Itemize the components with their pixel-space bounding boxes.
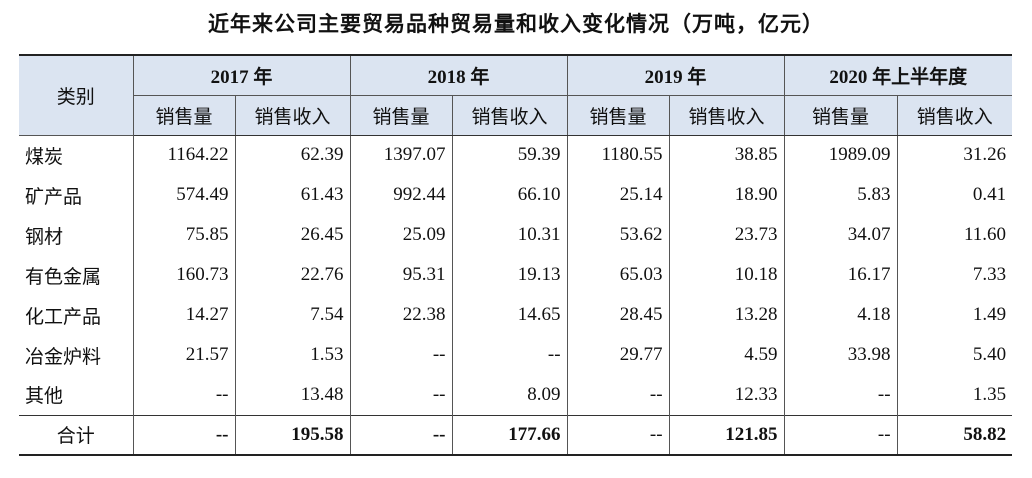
- cell-volume: 22.38: [349, 295, 453, 335]
- header-year-2020h1: 2020 年上半年度: [783, 55, 1013, 96]
- cell-volume: --: [566, 375, 670, 415]
- cell-volume: 28.45: [566, 295, 670, 335]
- cell-revenue: 4.59: [668, 335, 785, 375]
- cell-volume: 65.03: [566, 255, 670, 295]
- cell-volume: 1180.55: [566, 135, 670, 175]
- cell-revenue: 38.85: [668, 135, 785, 175]
- header-revenue: 销售收入: [668, 95, 785, 136]
- header-volume: 销售量: [133, 95, 236, 136]
- cell-volume: --: [132, 375, 236, 415]
- cell-volume: 5.83: [783, 175, 898, 215]
- row-category: 矿产品: [19, 175, 134, 215]
- cell-volume: 95.31: [349, 255, 453, 295]
- cell-revenue: 13.48: [234, 375, 351, 415]
- header-volume: 销售量: [566, 95, 670, 136]
- row-category: 化工产品: [19, 295, 134, 335]
- cell-revenue: 66.10: [451, 175, 568, 215]
- cell-revenue: 177.66: [451, 414, 568, 455]
- cell-volume: 34.07: [783, 215, 898, 255]
- cell-revenue: 23.73: [668, 215, 785, 255]
- table-row: 矿产品 574.49 61.43 992.44 66.10 25.14 18.90 5.83 0…: [19, 175, 1013, 215]
- cell-volume: --: [566, 414, 670, 455]
- cell-volume: 25.09: [349, 215, 453, 255]
- cell-revenue: 0.41: [896, 175, 1013, 215]
- cell-volume: --: [349, 335, 453, 375]
- cell-revenue: --: [451, 335, 568, 375]
- cell-volume: 75.85: [132, 215, 236, 255]
- cell-revenue: 1.53: [234, 335, 351, 375]
- cell-revenue: 58.82: [896, 414, 1013, 455]
- cell-volume: 992.44: [349, 175, 453, 215]
- cell-revenue: 8.09: [451, 375, 568, 415]
- cell-volume: 29.77: [566, 335, 670, 375]
- table-body: 煤炭 1164.22 62.39 1397.07 59.39 1180.55 38.85 19…: [19, 135, 1013, 455]
- table-title: 近年来公司主要贸易品种贸易量和收入变化情况（万吨，亿元）: [208, 12, 824, 36]
- cell-volume: 14.27: [132, 295, 236, 335]
- total-row: 合计 -- 195.58 -- 177.66 -- 121.85 -- 58.82: [19, 414, 1013, 455]
- cell-revenue: 11.60: [896, 215, 1013, 255]
- cell-volume: 160.73: [132, 255, 236, 295]
- cell-revenue: 195.58: [234, 414, 351, 455]
- cell-revenue: 1.35: [896, 375, 1013, 415]
- cell-revenue: 19.13: [451, 255, 568, 295]
- cell-revenue: 10.18: [668, 255, 785, 295]
- header-volume: 销售量: [349, 95, 453, 136]
- cell-revenue: 62.39: [234, 135, 351, 175]
- cell-revenue: 14.65: [451, 295, 568, 335]
- header-revenue: 销售收入: [234, 95, 351, 136]
- cell-revenue: 26.45: [234, 215, 351, 255]
- table-row: 其他 -- 13.48 -- 8.09 -- 12.33 -- 1.35: [19, 375, 1013, 415]
- cell-volume: 1397.07: [349, 135, 453, 175]
- row-category: 煤炭: [19, 135, 134, 175]
- header-year-2019: 2019 年: [566, 55, 785, 96]
- cell-revenue: 18.90: [668, 175, 785, 215]
- cell-volume: 33.98: [783, 335, 898, 375]
- table-row: 冶金炉料 21.57 1.53 -- -- 29.77 4.59 33.98 5.40: [19, 335, 1013, 375]
- row-category: 其他: [19, 375, 134, 415]
- header-category: 类别: [19, 55, 134, 136]
- cell-revenue: 61.43: [234, 175, 351, 215]
- header-volume: 销售量: [783, 95, 898, 136]
- cell-volume: --: [349, 414, 453, 455]
- total-label: 合计: [19, 414, 134, 455]
- table-row: 钢材 75.85 26.45 25.09 10.31 53.62 23.73 34.07 11.…: [19, 215, 1013, 255]
- cell-volume: 53.62: [566, 215, 670, 255]
- cell-revenue: 22.76: [234, 255, 351, 295]
- cell-volume: 574.49: [132, 175, 236, 215]
- header-revenue: 销售收入: [896, 95, 1013, 136]
- trade-table: 类别 2017 年 2018 年 2019 年 2020 年上半年度 销售量 销…: [19, 54, 1013, 456]
- table-row: 有色金属 160.73 22.76 95.31 19.13 65.03 10.18 16.17…: [19, 255, 1013, 295]
- table-row: 化工产品 14.27 7.54 22.38 14.65 28.45 13.28 4.18 1.4…: [19, 295, 1013, 335]
- cell-revenue: 1.49: [896, 295, 1013, 335]
- row-category: 冶金炉料: [19, 335, 134, 375]
- cell-revenue: 7.33: [896, 255, 1013, 295]
- row-category: 有色金属: [19, 255, 134, 295]
- cell-volume: 4.18: [783, 295, 898, 335]
- cell-volume: 16.17: [783, 255, 898, 295]
- cell-volume: 21.57: [132, 335, 236, 375]
- cell-revenue: 12.33: [668, 375, 785, 415]
- cell-revenue: 13.28: [668, 295, 785, 335]
- cell-revenue: 31.26: [896, 135, 1013, 175]
- cell-revenue: 10.31: [451, 215, 568, 255]
- cell-revenue: 121.85: [668, 414, 785, 455]
- table-row: 煤炭 1164.22 62.39 1397.07 59.39 1180.55 38.85 19…: [19, 135, 1013, 175]
- cell-revenue: 7.54: [234, 295, 351, 335]
- header-year-2017: 2017 年: [132, 55, 351, 96]
- cell-volume: --: [132, 414, 236, 455]
- cell-volume: --: [783, 414, 898, 455]
- cell-volume: --: [783, 375, 898, 415]
- cell-volume: 1989.09: [783, 135, 898, 175]
- cell-revenue: 5.40: [896, 335, 1013, 375]
- cell-revenue: 59.39: [451, 135, 568, 175]
- cell-volume: 25.14: [566, 175, 670, 215]
- cell-volume: 1164.22: [132, 135, 236, 175]
- header-revenue: 销售收入: [451, 95, 568, 136]
- cell-volume: --: [349, 375, 453, 415]
- row-category: 钢材: [19, 215, 134, 255]
- header-year-2018: 2018 年: [349, 55, 568, 96]
